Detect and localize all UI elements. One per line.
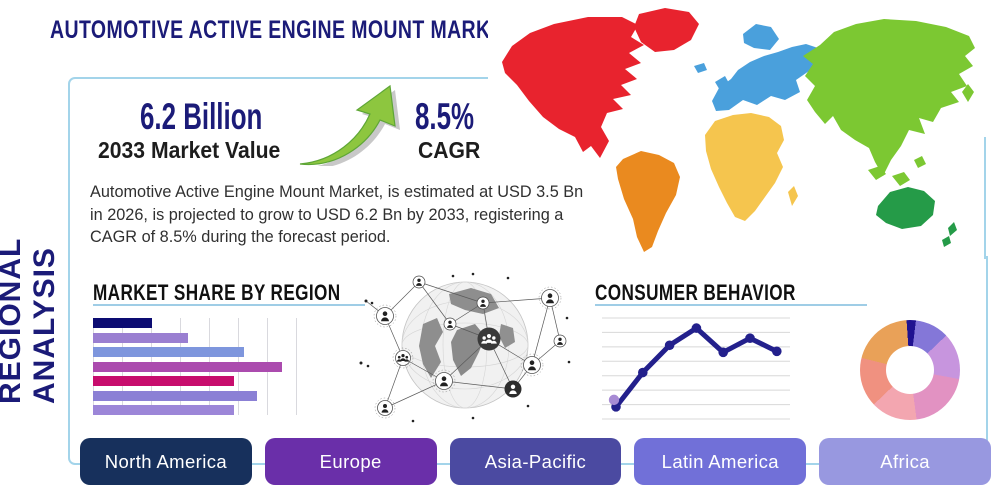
network-edges [365, 281, 561, 409]
map-africa [705, 113, 784, 221]
map-greenland [634, 8, 699, 52]
line-point-3 [691, 323, 702, 333]
network-person-nodes [373, 275, 567, 419]
line-point-4 [718, 347, 728, 358]
region-button-europe[interactable]: Europe [264, 438, 437, 485]
network-globe-graphic [359, 272, 571, 423]
region-button-latin-america[interactable]: Latin America [634, 438, 807, 485]
region-button-north-america[interactable]: North America [80, 438, 252, 485]
market-share-underline [93, 304, 365, 306]
line-start-marker [608, 394, 620, 406]
region-button-row: North America Europe Asia-Pacific Latin … [80, 438, 991, 485]
line-point-5 [745, 333, 755, 343]
map-north-america [502, 17, 644, 158]
region-button-asia-pacific[interactable]: Asia-Pacific [449, 438, 622, 485]
map-new-zealand [942, 222, 957, 247]
map-uk [715, 76, 730, 92]
network-dots [359, 272, 571, 423]
globe-wireframe [401, 281, 529, 409]
consumer-behavior-line-chart [602, 317, 790, 420]
line-point-1 [638, 367, 648, 378]
market-value-label: 2033 Market Value [98, 137, 281, 163]
market-share-bar-4 [93, 376, 234, 386]
map-se-asia-islands [868, 156, 926, 186]
market-share-bar-5 [93, 390, 257, 401]
map-europe [712, 44, 819, 111]
line-point-6 [772, 346, 782, 357]
cagr-label: CAGR [418, 137, 481, 163]
map-asia [803, 19, 975, 176]
map-australia [876, 187, 935, 229]
market-summary-text: Automotive Active Engine Mount Market, i… [90, 183, 584, 246]
market-share-bar-6 [93, 405, 234, 415]
growth-arrow-icon [299, 84, 400, 166]
market-share-bar-2 [93, 347, 245, 357]
market-value-stat: 6.2 Billion [140, 96, 263, 137]
line-point-2 [664, 340, 675, 351]
consumer-behavior-section-title: CONSUMER BEHAVIOR [595, 280, 796, 305]
region-button-africa[interactable]: Africa [819, 438, 991, 485]
regional-share-donut-chart [860, 320, 960, 420]
market-share-bar-chart [93, 318, 303, 415]
market-share-section-title: MARKET SHARE BY REGION [93, 280, 341, 305]
panel-border-segment [984, 137, 986, 259]
map-south-america [616, 151, 680, 252]
map-japan [962, 84, 974, 102]
market-share-bar-3 [93, 361, 282, 372]
world-map-graphic [488, 0, 1000, 256]
consumer-behavior-underline [595, 304, 867, 306]
market-share-bar-0 [93, 318, 152, 328]
page-title: AUTOMOTIVE ACTIVE ENGINE MOUNT MARKET [50, 16, 517, 44]
market-share-bar-1 [93, 332, 188, 343]
side-vertical-label: REGIONAL ANALYSIS [0, 238, 61, 404]
map-madagascar [788, 186, 798, 206]
map-iceland [694, 63, 707, 73]
cagr-stat: 8.5% [415, 96, 475, 137]
map-scandinavia [743, 24, 779, 50]
